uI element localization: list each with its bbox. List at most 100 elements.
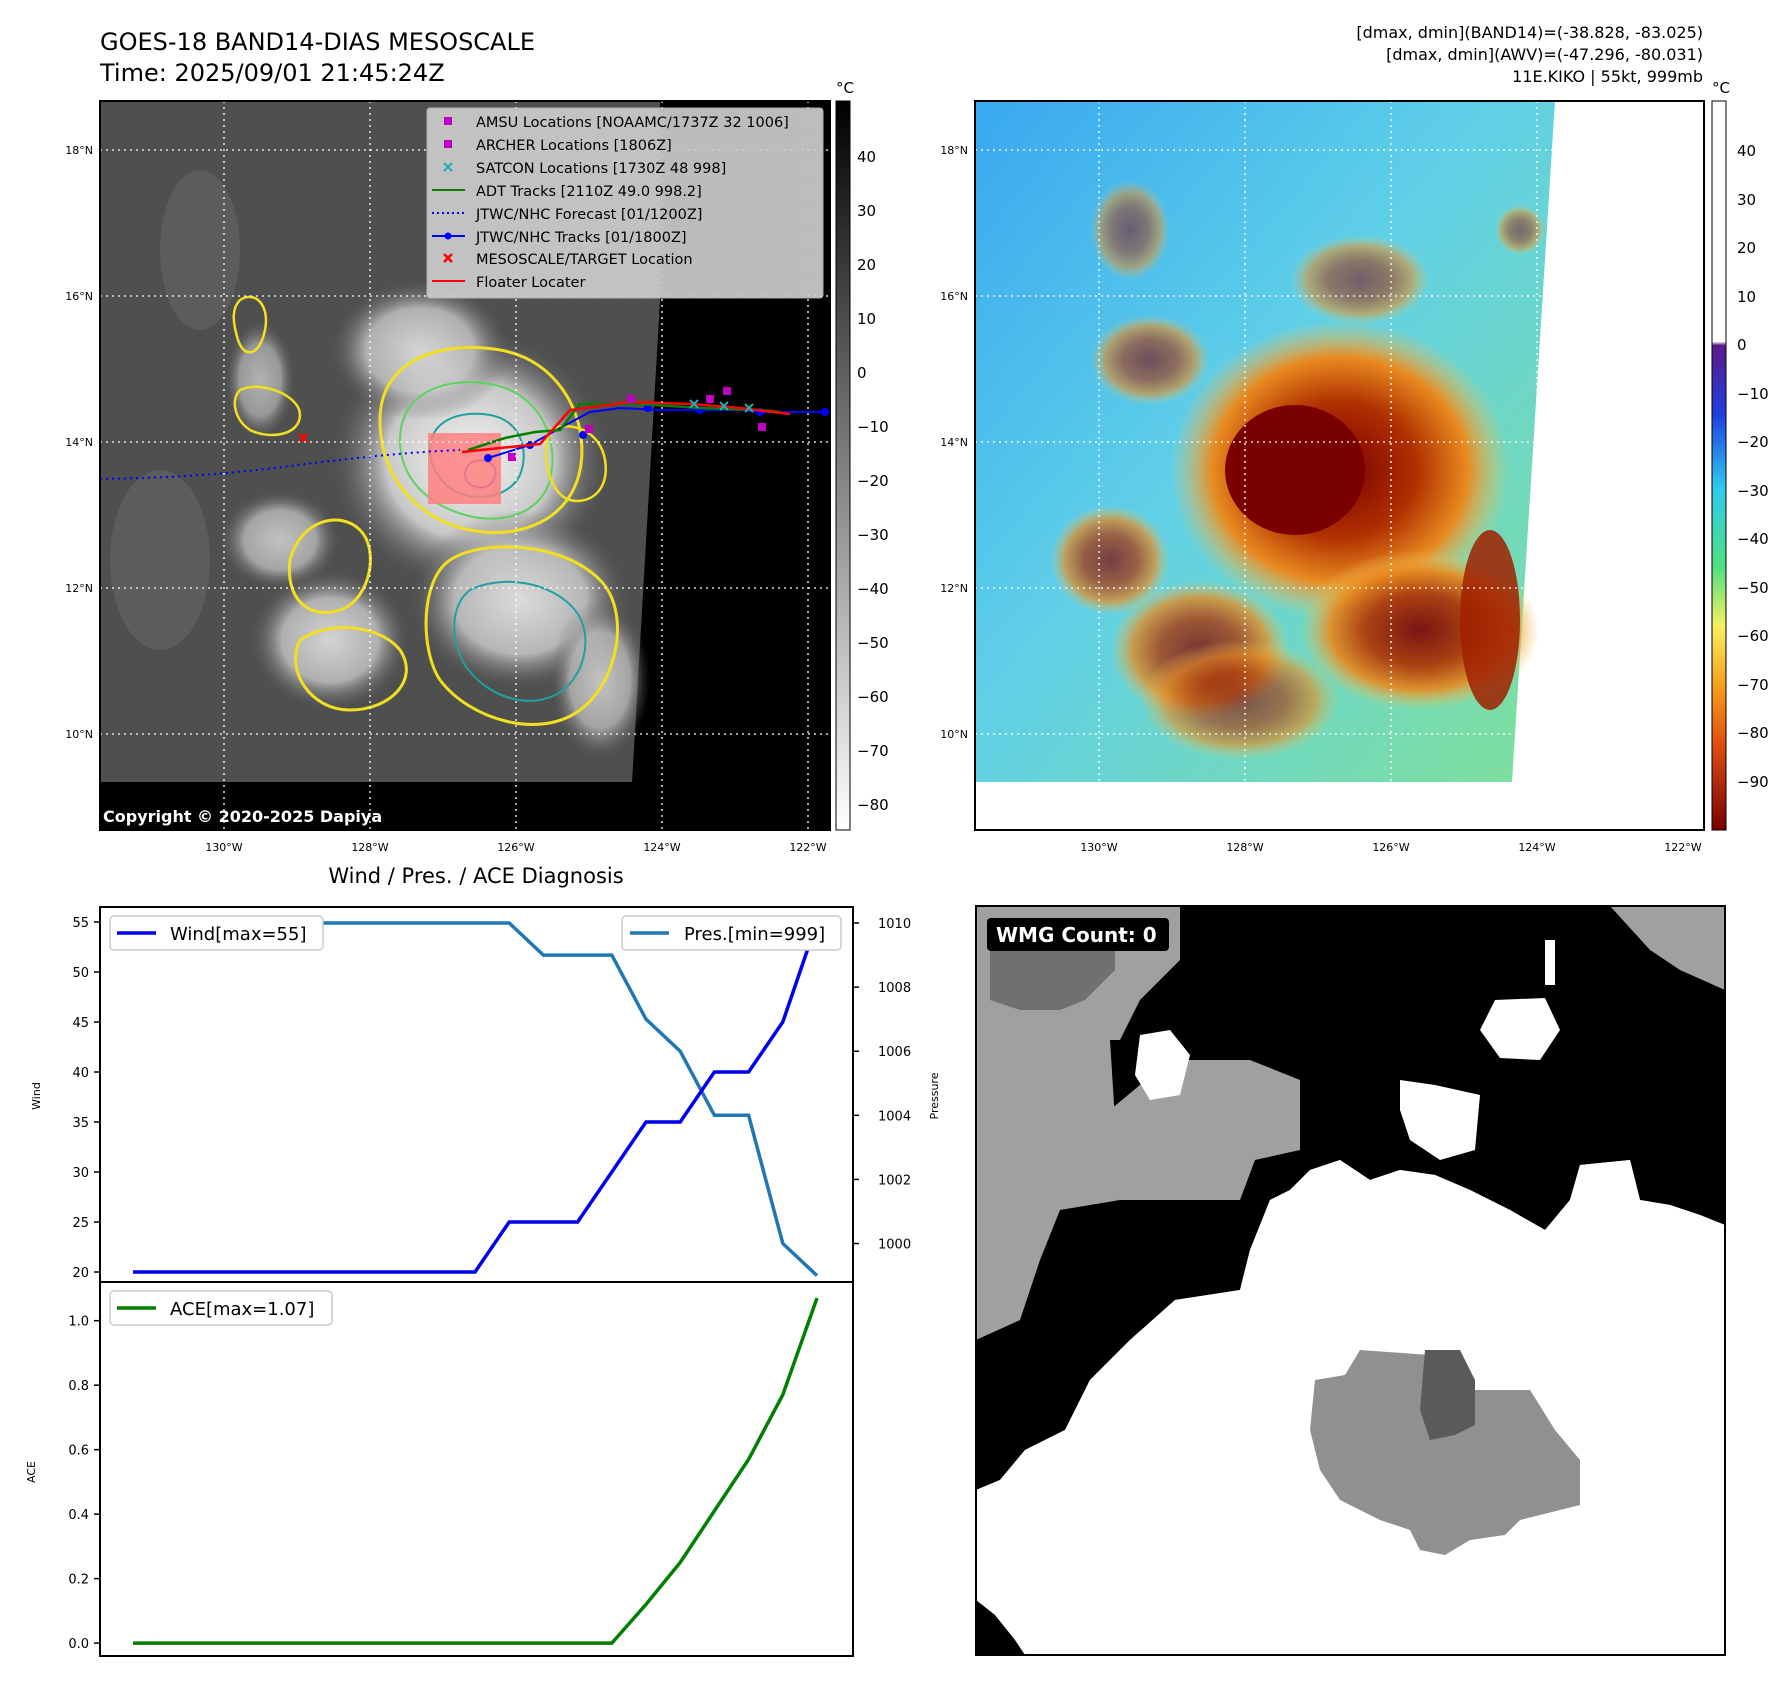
ir-cbar-tick-7: −30 xyxy=(857,526,889,544)
col-cbar-tick-11: −70 xyxy=(1737,676,1769,694)
figure-title: GOES-18 BAND14-DIAS MESOSCALE xyxy=(100,28,535,56)
ir-colorbar-ticks: 40 30 20 10 0 −10 −20 −30 −40 −50 −60 −7… xyxy=(857,148,889,814)
legend-satcon-marker xyxy=(443,162,453,172)
pressure-axis-label: Pressure xyxy=(928,1072,941,1119)
legend-floater: Floater Locater xyxy=(476,275,585,291)
legend-archer-marker xyxy=(444,140,452,148)
ace-tick-label-2: 0.4 xyxy=(68,1508,89,1523)
pres-tick-label-1: 1002 xyxy=(878,1173,911,1188)
ace-axes xyxy=(99,1281,854,1657)
ace-tick-label-0: 0.0 xyxy=(68,1637,89,1652)
pres-y-ticks: 1000 1002 1004 1006 1008 1010 xyxy=(853,917,911,1253)
ir-lat-10: 10°N xyxy=(65,728,93,741)
ir-lon-122: 122°W xyxy=(789,841,826,854)
ir-cbar-tick-9: −50 xyxy=(857,634,889,652)
wind-series-line xyxy=(133,921,819,1274)
wmg-count-box xyxy=(987,918,1169,951)
col-cbar-tick-12: −80 xyxy=(1737,724,1769,742)
col-lat-16: 16°N xyxy=(940,290,968,303)
ir-lon-130: 130°W xyxy=(205,841,242,854)
col-cbar-tick-1: 30 xyxy=(1737,191,1756,209)
legend-adt: ADT Tracks [2110Z 49.0 998.2] xyxy=(476,184,702,200)
legend-satcon: SATCON Locations [1730Z 48 998] xyxy=(476,161,726,177)
ir-lat-14: 14°N xyxy=(65,436,93,449)
wmg-imagery xyxy=(976,906,1725,1655)
ir-cbar-tick-6: −20 xyxy=(857,472,889,490)
wmg-panel: WMG Count: 0 xyxy=(975,905,1726,1656)
ir-cbar-tick-4: 0 xyxy=(857,364,867,382)
ir-colorbar-unit: °C xyxy=(836,79,854,97)
band14-stats: [dmax, dmin](BAND14)=(-38.828, -83.025) xyxy=(1356,23,1703,42)
forecast-track xyxy=(100,449,461,480)
pres-tick-label-2: 1004 xyxy=(878,1109,911,1124)
color-colorbar-ticks: 40 30 20 10 0 −10 −20 −30 −40 −50 −60 −7… xyxy=(1737,142,1769,791)
wind-legend-label: Wind[max=55] xyxy=(170,924,307,945)
legend-amsu: AMSU Locations [NOAAMC/1737Z 32 1006] xyxy=(476,115,789,131)
ir-axis-labels: 130°W 128°W 126°W 124°W 122°W 18°N 16°N … xyxy=(65,144,827,854)
wind-tick-label-0: 20 xyxy=(72,1266,89,1281)
ir-lon-128: 128°W xyxy=(351,841,388,854)
ace-tick-label-3: 0.6 xyxy=(68,1444,89,1459)
color-colorbar xyxy=(1711,100,1727,831)
floater-track xyxy=(461,400,791,454)
diagnosis-title: Wind / Pres. / ACE Diagnosis xyxy=(328,864,623,888)
col-lon-124: 124°W xyxy=(1518,841,1555,854)
legend-tracks: JTWC/NHC Tracks [01/1800Z] xyxy=(475,230,687,246)
col-lon-126: 126°W xyxy=(1372,841,1409,854)
col-cbar-tick-5: −10 xyxy=(1737,385,1769,403)
legend-forecast: JTWC/NHC Forecast [01/1200Z] xyxy=(475,207,702,223)
ir-cbar-tick-0: 40 xyxy=(857,148,876,166)
ir-lat-16: 16°N xyxy=(65,290,93,303)
ir-legend: AMSU Locations [NOAAMC/1737Z 32 1006] AR… xyxy=(426,107,824,299)
color-colorbar-unit: °C xyxy=(1712,79,1730,97)
pres-tick-label-5: 1010 xyxy=(878,917,911,932)
pressure-legend-label: Pres.[min=999] xyxy=(684,924,825,945)
color-gridlines xyxy=(975,101,1704,830)
pres-tick-label-3: 1006 xyxy=(878,1045,911,1060)
awv-stats: [dmax, dmin](AWV)=(-47.296, -80.031) xyxy=(1386,45,1703,64)
ir-lat-18: 18°N xyxy=(65,144,93,157)
col-cbar-tick-10: −60 xyxy=(1737,627,1769,645)
col-lon-122: 122°W xyxy=(1664,841,1701,854)
color-map-panel: °C 40 30 20 10 0 −10 −20 −30 −40 −50 −60… xyxy=(940,79,1768,854)
wind-y-ticks: 20 25 30 35 40 45 50 55 xyxy=(72,916,100,1281)
figure-time: Time: 2025/09/01 21:45:24Z xyxy=(99,59,445,87)
ir-map-panel: Copyright © 2020-2025 Dapiya AMSU Locati… xyxy=(65,79,888,854)
wind-axis-label: Wind xyxy=(30,1082,43,1110)
ace-legend-label: ACE[max=1.07] xyxy=(170,1299,314,1320)
ir-cbar-tick-2: 20 xyxy=(857,256,876,274)
legend-target: MESOSCALE/TARGET Location xyxy=(476,252,693,268)
ir-cbar-tick-12: −80 xyxy=(857,796,889,814)
color-axis-labels: 130°W 128°W 126°W 124°W 122°W 18°N 16°N … xyxy=(940,144,1702,854)
col-lon-128: 128°W xyxy=(1226,841,1263,854)
legend-amsu-marker xyxy=(444,117,452,125)
ace-tick-label-1: 0.2 xyxy=(68,1573,89,1588)
wind-legend: Wind[max=55] xyxy=(109,915,324,951)
col-cbar-tick-0: 40 xyxy=(1737,142,1756,160)
copyright: Copyright © 2020-2025 Dapiya xyxy=(103,807,382,826)
ace-tick-label-4: 0.8 xyxy=(68,1379,89,1394)
ace-y-ticks: 0.0 0.2 0.4 0.6 0.8 1.0 xyxy=(68,1315,100,1652)
col-cbar-tick-9: −50 xyxy=(1737,579,1769,597)
col-cbar-tick-7: −30 xyxy=(1737,482,1769,500)
ir-colorbar xyxy=(835,100,851,831)
col-cbar-tick-13: −90 xyxy=(1737,773,1769,791)
diagnosis-charts: Wind / Pres. / ACE Diagnosis 20 25 30 35 40 4… xyxy=(25,864,941,1657)
ace-legend: ACE[max=1.07] xyxy=(109,1290,333,1326)
col-lat-14: 14°N xyxy=(940,436,968,449)
ir-lon-126: 126°W xyxy=(497,841,534,854)
col-lon-130: 130°W xyxy=(1080,841,1117,854)
pres-tick-label-4: 1008 xyxy=(878,981,911,996)
ace-series-line xyxy=(133,1297,819,1645)
ace-tick-label-5: 1.0 xyxy=(68,1315,89,1330)
wind-tick-label-5: 45 xyxy=(72,1016,89,1031)
wind-tick-label-4: 40 xyxy=(72,1066,89,1081)
target-marker xyxy=(298,433,308,443)
wind-pres-axes xyxy=(99,906,854,1283)
ir-cbar-tick-10: −60 xyxy=(857,688,889,706)
col-lat-18: 18°N xyxy=(940,144,968,157)
wind-tick-label-7: 55 xyxy=(72,916,89,931)
ir-cbar-tick-5: −10 xyxy=(857,418,889,436)
legend-archer: ARCHER Locations [1806Z] xyxy=(476,138,672,154)
